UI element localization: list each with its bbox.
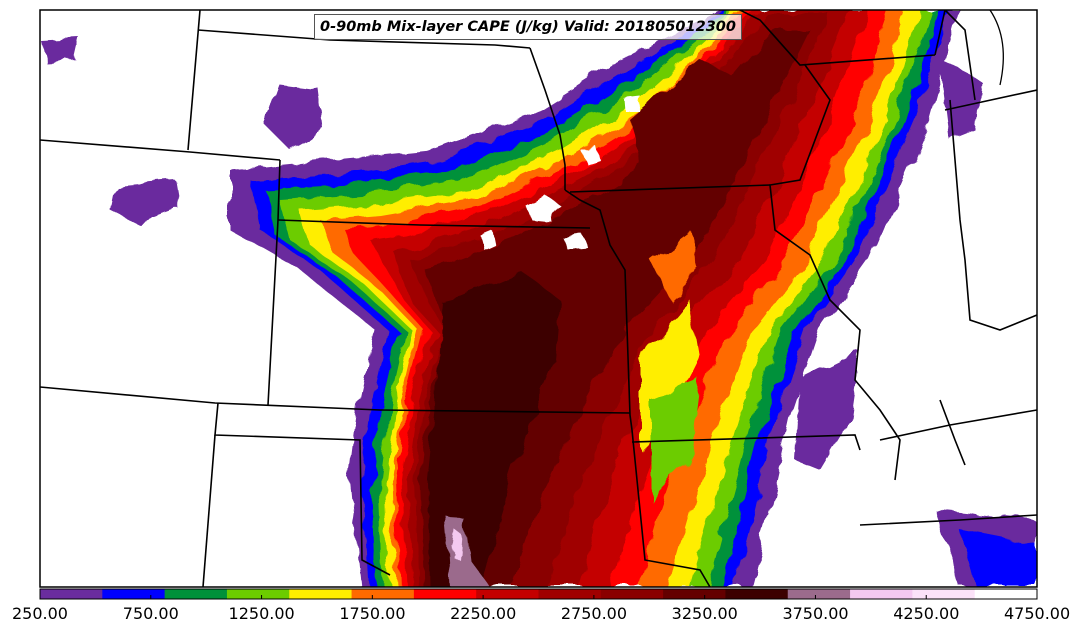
colorbar-swatch — [912, 589, 976, 599]
colorbar-swatch — [476, 589, 539, 599]
colorbar-tick-label: 3250.00 — [671, 604, 738, 623]
colorbar-swatch — [787, 589, 851, 599]
colorbar-swatch — [538, 589, 602, 599]
colorbar-tick-label: 3750.00 — [782, 604, 849, 623]
colorbar-border — [39, 588, 1038, 600]
colorbar-swatch — [663, 589, 726, 599]
colorbar-swatch — [289, 589, 353, 599]
colorbar-swatch — [226, 589, 290, 599]
colorbar-tick-label: 750.00 — [122, 604, 179, 623]
colorbar-tick-label: 1750.00 — [339, 604, 406, 623]
colorbar-swatch — [413, 589, 477, 599]
colorbar-swatch — [40, 589, 103, 599]
colorbar-swatch — [102, 589, 166, 599]
colorbar-tick-label: 1250.00 — [228, 604, 295, 623]
colorbar-swatch — [351, 589, 415, 599]
colorbar-tick-label: 4250.00 — [893, 604, 960, 623]
map-title: 0-90mb Mix-layer CAPE (J/kg) Valid: 2018… — [314, 14, 742, 40]
colorbar-swatch — [164, 589, 228, 599]
colorbar-swatch — [974, 589, 1038, 599]
colorbar-swatch — [850, 589, 913, 599]
colorbar-tick-label: 4750.00 — [1004, 604, 1071, 623]
lake-shoreline — [989, 9, 1004, 86]
state-boundaries — [40, 10, 1037, 587]
map-frame — [39, 9, 1038, 588]
colorbar-tick-label: 2750.00 — [560, 604, 628, 623]
colorbar-swatch — [725, 589, 789, 599]
colorbar-swatch — [600, 589, 664, 599]
colorbar-tick-label: 2250.00 — [450, 604, 517, 623]
cape-contours — [40, 10, 1037, 587]
colorbar-tick-label: 250.00 — [12, 604, 68, 623]
